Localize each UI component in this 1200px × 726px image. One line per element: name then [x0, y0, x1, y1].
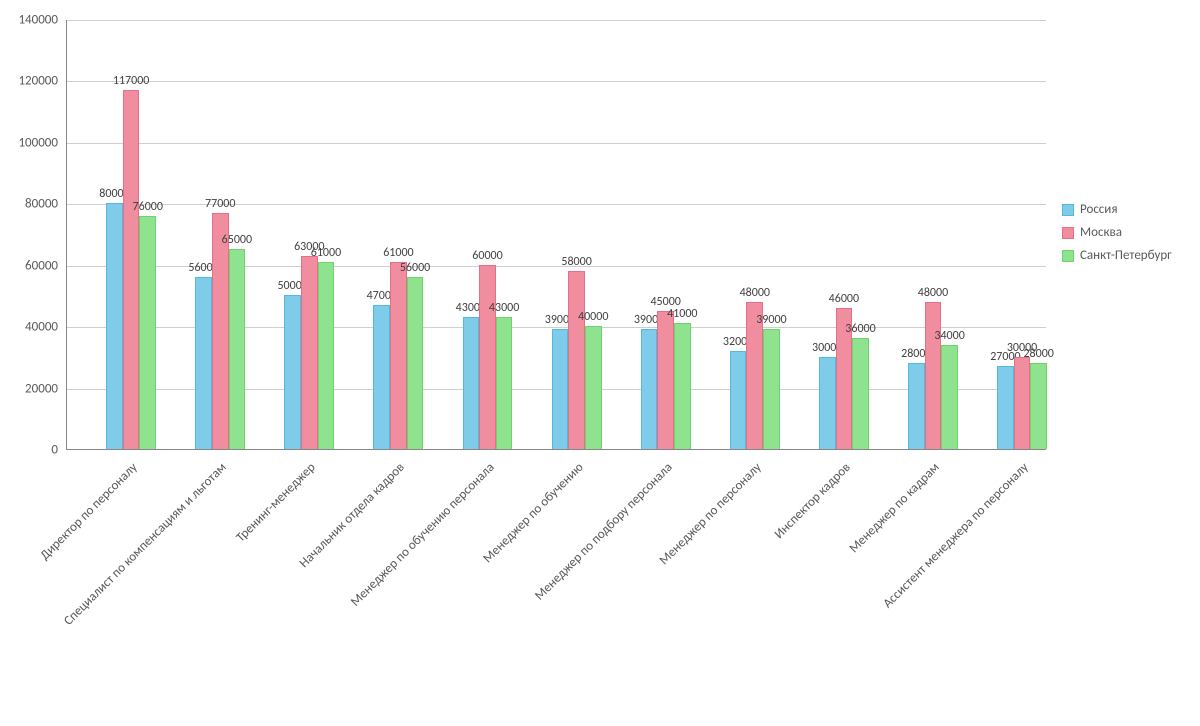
bar: [229, 249, 246, 449]
legend-item: Россия: [1062, 202, 1172, 217]
bar: [730, 351, 747, 449]
data-label: 41000: [667, 307, 697, 321]
data-label: 58000: [561, 255, 591, 269]
bar: [139, 216, 156, 449]
y-tick-label: 100000: [6, 135, 58, 150]
bar: [318, 262, 335, 449]
legend-item: Москва: [1062, 225, 1172, 240]
y-tick-label: 20000: [6, 381, 58, 396]
bar: [552, 329, 569, 449]
legend-item: Санкт-Петербург: [1062, 248, 1172, 263]
legend-swatch: [1062, 204, 1074, 216]
data-label: 61000: [383, 246, 413, 260]
bar: [568, 271, 585, 449]
bar: [941, 345, 958, 449]
bar: [373, 305, 390, 449]
bar: [997, 366, 1014, 449]
y-tick-label: 0: [6, 443, 58, 458]
data-label: 48000: [740, 286, 770, 300]
y-tick-label: 60000: [6, 258, 58, 273]
legend: Россия Москва Санкт-Петербург: [1062, 202, 1172, 271]
bar: [496, 317, 513, 449]
bar: [852, 338, 869, 449]
data-label: 65000: [222, 233, 252, 247]
data-label: 117000: [113, 74, 150, 88]
bar: [585, 326, 602, 449]
bar: [106, 203, 123, 449]
data-label: 48000: [918, 286, 948, 300]
bar: [390, 262, 407, 449]
bar: [908, 363, 925, 449]
y-tick-label: 80000: [6, 197, 58, 212]
bar: [123, 90, 140, 449]
legend-label: Москва: [1080, 225, 1122, 240]
y-tick-label: 40000: [6, 320, 58, 335]
bar: [1030, 363, 1047, 449]
legend-swatch: [1062, 250, 1074, 262]
chart-frame: 8000011700076000560007700065000500006300…: [6, 6, 1194, 720]
data-label: 60000: [472, 249, 502, 263]
legend-swatch: [1062, 227, 1074, 239]
data-label: 40000: [578, 310, 608, 324]
bar: [641, 329, 658, 449]
data-label: 34000: [934, 329, 964, 343]
bar: [1014, 357, 1031, 449]
x-axis-label: Ассистент менеджера по персоналу: [809, 460, 1032, 683]
data-label: 39000: [756, 313, 786, 327]
bar: [925, 302, 942, 449]
bar: [463, 317, 480, 449]
data-label: 77000: [205, 197, 235, 211]
plot-area: 8000011700076000560007700065000500006300…: [66, 20, 1046, 450]
gridline: [67, 20, 1046, 21]
data-label: 61000: [311, 246, 341, 260]
gridline: [67, 143, 1046, 144]
data-label: 76000: [133, 200, 163, 214]
bar: [819, 357, 836, 449]
y-tick-label: 120000: [6, 74, 58, 89]
bar: [674, 323, 691, 449]
bar: [212, 213, 229, 450]
bar: [479, 265, 496, 449]
bar: [657, 311, 674, 449]
legend-label: Санкт-Петербург: [1080, 248, 1172, 263]
legend-label: Россия: [1080, 202, 1118, 217]
data-label: 36000: [845, 322, 875, 336]
bar: [763, 329, 780, 449]
y-tick-label: 140000: [6, 13, 58, 28]
data-label: 56000: [400, 261, 430, 275]
data-label: 28000: [1023, 347, 1053, 361]
bar: [407, 277, 424, 449]
data-label: 46000: [829, 292, 859, 306]
bar: [284, 295, 301, 449]
bar: [195, 277, 212, 449]
gridline: [67, 81, 1046, 82]
data-label: 43000: [489, 301, 519, 315]
bar: [301, 256, 318, 450]
